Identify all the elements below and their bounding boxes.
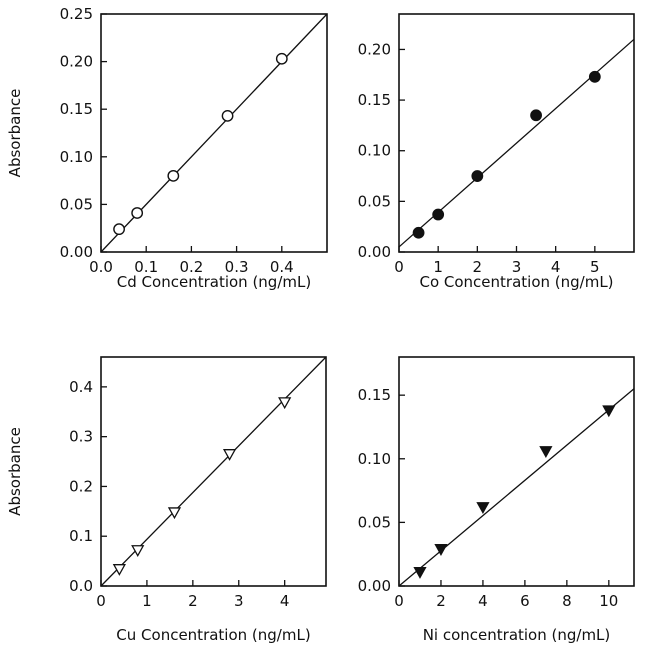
- x-tick-label: 1: [433, 258, 443, 276]
- x-tick-label: 4: [478, 592, 488, 610]
- y-tick-label: 0.1: [69, 527, 93, 545]
- plot-frame: [100, 356, 327, 587]
- x-tick-label: 2: [473, 258, 483, 276]
- x-axis-label: Cd Concentration (ng/mL): [117, 273, 311, 291]
- data-point: [278, 397, 292, 410]
- y-tick-label: 0.4: [69, 378, 93, 396]
- x-tick-label: 5: [590, 258, 600, 276]
- y-tick-label: 0.05: [60, 195, 93, 213]
- data-point: [432, 208, 445, 221]
- data-point: [539, 446, 553, 458]
- data-point: [167, 169, 180, 182]
- y-tick-label: 0.20: [358, 40, 391, 58]
- fit-line: [398, 388, 635, 587]
- chart-panel-1: 0.0 0.1 0.2 0.3 0.4 0.00 0.05 0.10 0.15 0.20 0.25 C…: [6, 5, 328, 291]
- y-tick-label: 0.10: [358, 142, 391, 160]
- data-point: [412, 226, 425, 239]
- plot-frame: [398, 356, 635, 587]
- y-tick-label: 0.2: [69, 477, 93, 495]
- data-point: [131, 545, 145, 557]
- y-tick-label: 0.05: [358, 192, 391, 210]
- x-axis-label: Cu Concentration (ng/mL): [116, 626, 310, 644]
- y-tick-label: 0.25: [60, 5, 93, 23]
- y-tick-label: 0.3: [69, 428, 93, 446]
- y-tick-label: 0.15: [358, 91, 391, 109]
- fit-line: [100, 356, 327, 587]
- data-point: [112, 564, 126, 576]
- y-tick-label: 0.00: [358, 577, 391, 595]
- x-tick-label: 3: [512, 258, 522, 276]
- chart-panel-4: 0 2 4 6 8 10 0.00 0.05 0.10 0.15 Ni concentration …: [358, 356, 635, 644]
- data-point: [113, 223, 125, 236]
- x-tick-label: 4: [280, 592, 290, 610]
- x-tick-label: 0.1: [134, 258, 158, 276]
- data-point: [222, 449, 237, 461]
- x-tick-label: 0.3: [225, 258, 249, 276]
- x-tick-label: 0: [394, 258, 404, 276]
- y-tick-label: 0.10: [60, 148, 93, 166]
- data-point: [476, 502, 490, 514]
- x-tick-label: 0: [394, 592, 404, 610]
- x-axis-label: Co Concentration (ng/mL): [419, 273, 613, 291]
- data-point: [413, 566, 427, 579]
- data-point: [434, 544, 448, 556]
- x-tick-label: 3: [234, 592, 244, 610]
- y-tick-label: 0.00: [60, 243, 93, 261]
- x-tick-label: 8: [562, 592, 572, 610]
- y-tick-label: 0.00: [358, 243, 391, 261]
- y-axis-label: Absorbance: [6, 427, 24, 516]
- data-point: [167, 507, 182, 520]
- y-tick-label: 0.15: [358, 386, 391, 404]
- data-point: [131, 207, 144, 219]
- x-axis-label: Ni concentration (ng/mL): [423, 626, 611, 644]
- y-axis-label: Absorbance: [6, 89, 24, 178]
- data-point: [221, 109, 234, 122]
- x-tick-label: 1: [142, 592, 152, 610]
- data-point: [530, 109, 542, 122]
- chart-panel-2: 0 1 2 3 4 5 0.00 0.05 0.10 0.15 0.20 Co Concentrati…: [358, 13, 635, 291]
- chart-panel-3: 0 1 2 3 4 0.0 0.1 0.2 0.3 0.4 Cu Concentration (ng…: [6, 356, 327, 644]
- data-point: [588, 70, 601, 83]
- x-tick-label: 0: [96, 592, 106, 610]
- x-tick-label: 0.0: [89, 258, 113, 276]
- data-point: [602, 405, 616, 418]
- x-tick-label: 10: [599, 592, 618, 610]
- x-tick-label: 2: [436, 592, 446, 610]
- x-tick-label: 2: [188, 592, 198, 610]
- x-tick-label: 0.4: [270, 258, 294, 276]
- x-tick-label: 6: [520, 592, 530, 610]
- y-tick-label: 0.0: [69, 577, 93, 595]
- x-tick-label: 4: [551, 258, 561, 276]
- y-tick-label: 0.20: [60, 53, 93, 71]
- data-point: [275, 52, 288, 65]
- y-tick-label: 0.15: [60, 100, 93, 118]
- x-tick-label: 0.2: [179, 258, 203, 276]
- y-tick-label: 0.10: [358, 450, 391, 468]
- data-point: [471, 170, 484, 182]
- y-tick-label: 0.05: [358, 513, 391, 531]
- plot-frame: [100, 13, 328, 253]
